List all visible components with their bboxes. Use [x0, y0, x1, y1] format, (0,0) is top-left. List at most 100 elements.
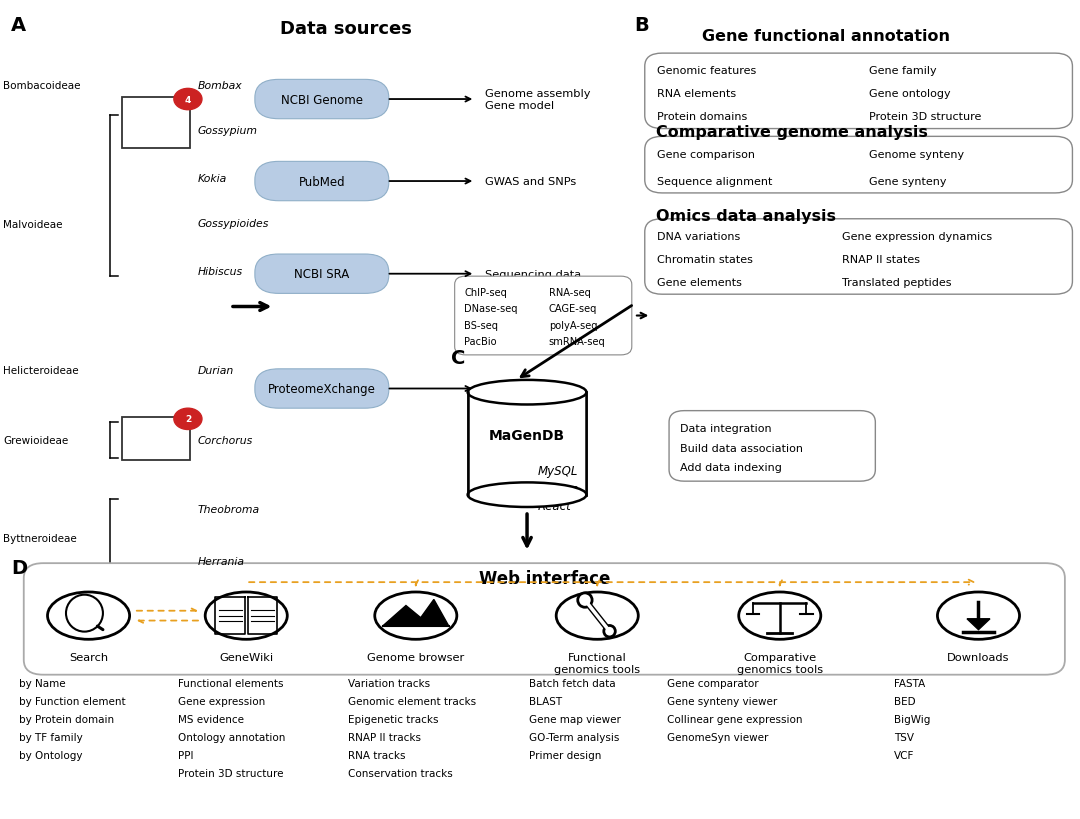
Text: BLAST: BLAST [529, 696, 563, 706]
Text: 4: 4 [185, 96, 191, 104]
Ellipse shape [937, 592, 1020, 640]
Text: Epigenetic tracks: Epigenetic tracks [348, 714, 438, 724]
Text: Ontology annotation: Ontology annotation [178, 732, 285, 742]
Text: Search: Search [69, 653, 108, 663]
Text: Downloads: Downloads [947, 653, 1010, 663]
Text: PPI: PPI [178, 750, 193, 760]
Text: by Ontology: by Ontology [19, 750, 83, 760]
Text: Django: Django [538, 482, 580, 495]
Text: polyA-seq: polyA-seq [549, 320, 597, 330]
Text: Collinear gene expression: Collinear gene expression [667, 714, 802, 724]
Ellipse shape [375, 592, 457, 640]
Text: Corchorus: Corchorus [198, 436, 253, 446]
Text: GenomeSyn viewer: GenomeSyn viewer [667, 732, 769, 742]
FancyBboxPatch shape [122, 418, 190, 460]
Text: CAGE-seq: CAGE-seq [549, 304, 597, 314]
FancyBboxPatch shape [255, 255, 389, 294]
Text: by Protein domain: by Protein domain [19, 714, 114, 724]
Text: Functional elements: Functional elements [178, 678, 284, 688]
Text: ProteomeXchange: ProteomeXchange [268, 382, 376, 396]
Text: Theobroma: Theobroma [198, 505, 260, 514]
Text: Gene synteny: Gene synteny [869, 176, 947, 187]
FancyBboxPatch shape [24, 563, 1065, 675]
Text: Genome synteny: Genome synteny [869, 149, 964, 160]
Text: Gene elements: Gene elements [657, 278, 742, 287]
Text: VCF: VCF [894, 750, 915, 760]
FancyBboxPatch shape [645, 54, 1072, 129]
Text: Gene comparator: Gene comparator [667, 678, 759, 688]
Text: RNA tracks: RNA tracks [348, 750, 405, 760]
Text: RNA-seq: RNA-seq [549, 287, 591, 297]
Text: Gossypioides: Gossypioides [198, 219, 269, 229]
Text: Grewioideae: Grewioideae [3, 436, 68, 446]
FancyBboxPatch shape [645, 219, 1072, 295]
Text: Gene map viewer: Gene map viewer [529, 714, 621, 724]
Text: Byttneroideae: Byttneroideae [3, 533, 77, 543]
Text: DNase-seq: DNase-seq [464, 304, 518, 314]
Text: MS data: MS data [485, 384, 531, 394]
Text: Sequence alignment: Sequence alignment [657, 176, 772, 187]
Polygon shape [383, 600, 448, 626]
Text: Build data association: Build data association [680, 443, 804, 453]
Text: Gene functional annotation: Gene functional annotation [702, 29, 950, 43]
Ellipse shape [48, 592, 130, 640]
Text: Primer design: Primer design [529, 750, 602, 760]
Text: Herrania: Herrania [198, 556, 245, 566]
Text: Comparative
genomics tools: Comparative genomics tools [737, 653, 823, 674]
Text: BS-seq: BS-seq [464, 320, 498, 330]
Ellipse shape [604, 626, 616, 637]
Text: PubMed: PubMed [298, 175, 346, 188]
Text: Omics data analysis: Omics data analysis [656, 209, 836, 224]
Text: C: C [451, 348, 465, 367]
Text: Translated peptides: Translated peptides [842, 278, 951, 287]
Circle shape [174, 409, 202, 430]
Text: GO-Term analysis: GO-Term analysis [529, 732, 620, 742]
Text: D: D [11, 559, 27, 577]
Text: Gene ontology: Gene ontology [869, 89, 951, 99]
Text: MaGenDB: MaGenDB [489, 428, 565, 443]
Text: ChIP-seq: ChIP-seq [464, 287, 508, 297]
Text: Data integration: Data integration [680, 423, 772, 433]
Text: Functional
genomics tools: Functional genomics tools [554, 653, 640, 674]
Ellipse shape [739, 592, 821, 640]
Text: RNAP II tracks: RNAP II tracks [348, 732, 421, 742]
Text: TSV: TSV [894, 732, 915, 742]
Text: Gene comparison: Gene comparison [657, 149, 755, 160]
Text: Helicteroideae: Helicteroideae [3, 365, 79, 375]
Text: Bombax: Bombax [198, 81, 242, 91]
Text: RNA elements: RNA elements [657, 89, 735, 99]
Text: Gene expression dynamics: Gene expression dynamics [842, 232, 993, 242]
Text: Genomic element tracks: Genomic element tracks [348, 696, 476, 706]
Ellipse shape [468, 482, 586, 507]
Text: Gene family: Gene family [869, 66, 937, 76]
Text: Gossypium: Gossypium [198, 126, 258, 136]
Text: MS evidence: MS evidence [178, 714, 244, 724]
Text: Protein 3D structure: Protein 3D structure [178, 768, 284, 778]
Text: Data sources: Data sources [280, 20, 411, 38]
Text: FASTA: FASTA [894, 678, 926, 688]
Text: GeneWiki: GeneWiki [219, 653, 273, 663]
Text: Kokia: Kokia [198, 174, 227, 183]
Ellipse shape [205, 592, 287, 640]
Text: by TF family: by TF family [19, 732, 83, 742]
Text: Gene synteny viewer: Gene synteny viewer [667, 696, 778, 706]
Text: Comparative genome analysis: Comparative genome analysis [656, 125, 928, 140]
Text: A: A [11, 16, 26, 35]
FancyBboxPatch shape [645, 137, 1072, 193]
Text: RNAP II states: RNAP II states [842, 255, 920, 265]
Text: NCBI Genome: NCBI Genome [281, 93, 363, 106]
Text: B: B [634, 16, 649, 35]
Ellipse shape [468, 380, 586, 405]
Text: GWAS and SNPs: GWAS and SNPs [485, 177, 576, 187]
Ellipse shape [556, 592, 638, 640]
Text: by Name: by Name [19, 678, 66, 688]
Text: Variation tracks: Variation tracks [348, 678, 430, 688]
Text: smRNA-seq: smRNA-seq [549, 337, 606, 346]
Text: Genomic features: Genomic features [657, 66, 756, 76]
FancyBboxPatch shape [468, 393, 586, 495]
FancyBboxPatch shape [255, 369, 389, 409]
Text: MySQL: MySQL [538, 464, 578, 477]
FancyBboxPatch shape [669, 411, 876, 482]
Text: BigWig: BigWig [894, 714, 931, 724]
Text: by Function element: by Function element [19, 696, 126, 706]
